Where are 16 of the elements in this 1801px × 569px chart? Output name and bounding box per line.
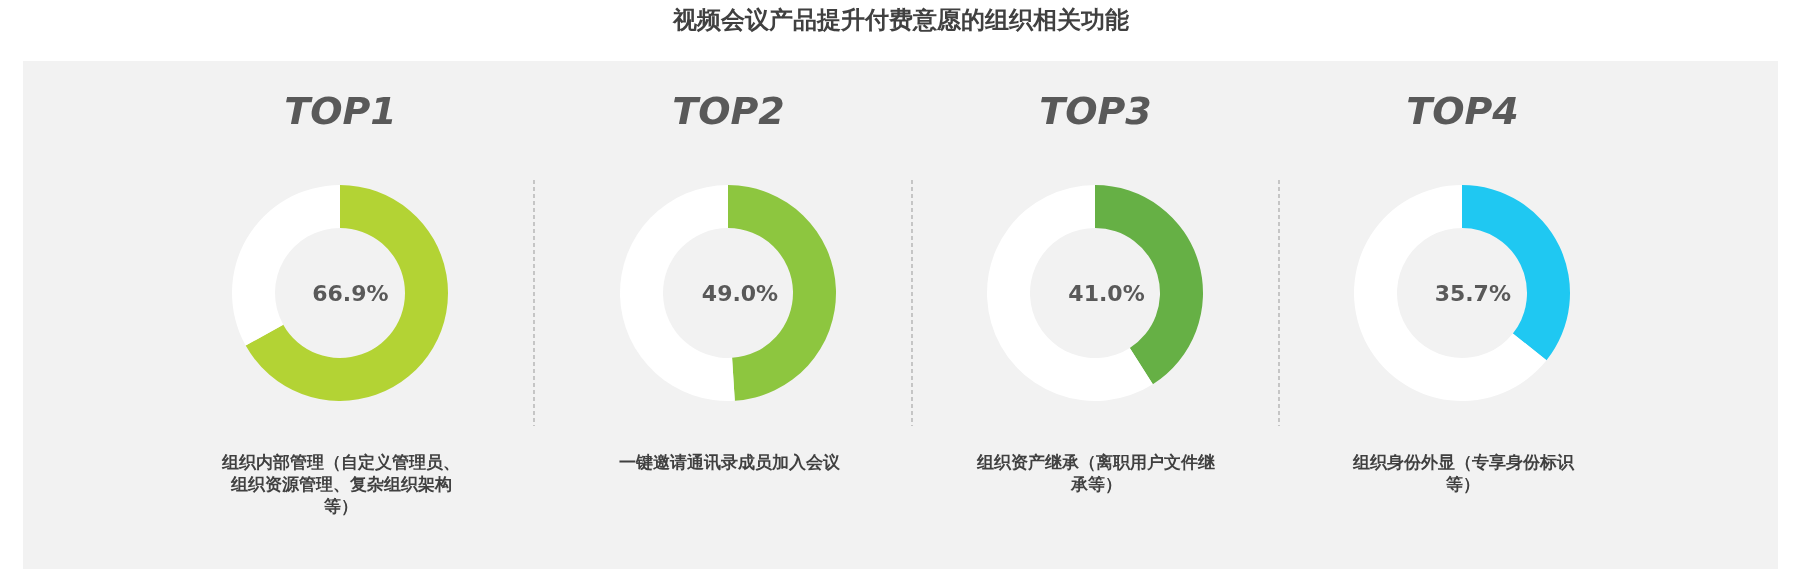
text: 一键邀请通讯录成员加入会议 <box>617 451 841 473</box>
data-label: 49.0% <box>701 281 779 306</box>
text: 组织内部管理（自定义管理员、组织资源管理、复杂组织架构等） <box>221 451 461 517</box>
data-label: 41.0% <box>1068 281 1145 306</box>
chart-subtitle: TOP3 <box>1038 89 1153 133</box>
text: 视频会议产品提升付费意愿的组织相关功能 <box>671 5 1130 36</box>
chart-subtitle: TOP2 <box>671 89 786 133</box>
data-label: 66.9% <box>312 281 389 306</box>
chart-subtitle: TOP1 <box>283 89 398 133</box>
text: 组织身份外显（专享身份标识等） <box>1351 451 1576 495</box>
data-label: 35.7% <box>1434 281 1511 306</box>
donut-slice <box>987 185 1153 401</box>
text: 组织资产继承（离职用户文件继承等） <box>976 451 1216 495</box>
donut-slice <box>245 185 448 401</box>
chart-subtitle: TOP4 <box>1405 89 1520 133</box>
donut-slice <box>1354 185 1547 401</box>
